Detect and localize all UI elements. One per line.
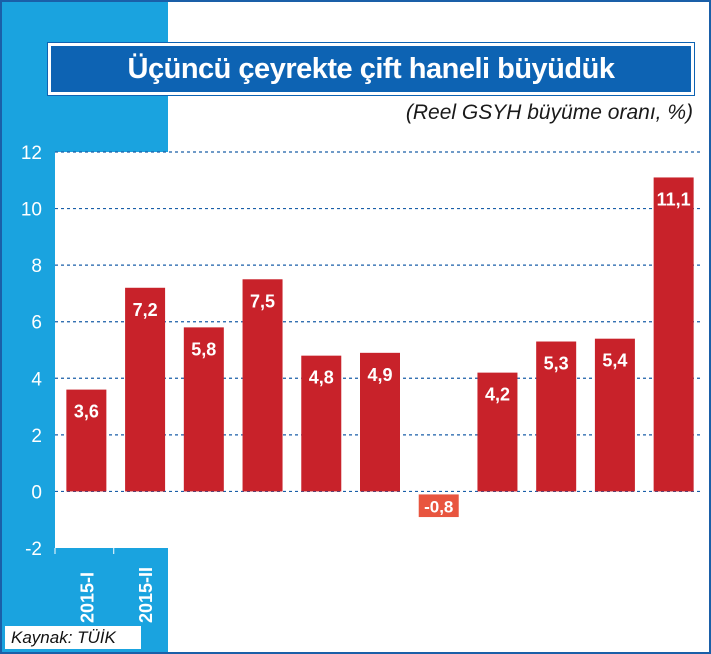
source-note-box: Kaynak: TÜİK bbox=[5, 626, 141, 649]
bar bbox=[183, 327, 224, 492]
chart-title: Üçüncü çeyrekte çift haneli büyüdük bbox=[127, 52, 615, 85]
y-tick-label: 8 bbox=[31, 256, 42, 277]
y-tick-label: 10 bbox=[21, 200, 42, 221]
y-tick-label: 4 bbox=[31, 369, 42, 390]
title-banner: Üçüncü çeyrekte çift haneli büyüdük bbox=[48, 43, 694, 95]
x-tick-label: 2015-I bbox=[77, 572, 97, 623]
bar bbox=[653, 177, 694, 492]
bar-value-label: 5,4 bbox=[602, 351, 627, 371]
bar bbox=[594, 338, 635, 492]
bar-value-label: -0,8 bbox=[424, 497, 453, 516]
x-tick-label: 2015-III bbox=[195, 562, 215, 623]
x-tick-label: 2016-IV bbox=[488, 560, 508, 623]
bar bbox=[301, 355, 342, 492]
bar-value-label: 5,3 bbox=[544, 354, 569, 374]
bar bbox=[418, 494, 459, 518]
x-tick-label: 2017-II bbox=[606, 567, 626, 623]
y-tick-label: 0 bbox=[31, 482, 42, 503]
bar bbox=[536, 341, 577, 492]
bar bbox=[66, 389, 107, 492]
x-tick-label: 2016-II bbox=[371, 567, 391, 623]
x-tick-label: 2015-II bbox=[136, 567, 156, 623]
bar bbox=[242, 279, 283, 492]
bar-value-label: 5,8 bbox=[191, 339, 216, 359]
y-tick-label: 12 bbox=[21, 143, 42, 164]
y-tick-label: -2 bbox=[25, 539, 42, 560]
y-tick-label: 6 bbox=[31, 313, 42, 334]
bar-value-label: 4,9 bbox=[367, 365, 392, 385]
x-tick-label: 2017-I bbox=[547, 572, 567, 623]
bar-value-label: 7,2 bbox=[133, 300, 158, 320]
bar-value-label: 11,1 bbox=[657, 189, 691, 209]
bar-value-label: 4,8 bbox=[309, 368, 334, 388]
x-tick-label: 2016-III bbox=[430, 562, 450, 623]
bar-value-label: 7,5 bbox=[250, 291, 275, 311]
source-note: Kaynak: TÜİK bbox=[11, 627, 116, 647]
bar bbox=[360, 352, 400, 492]
bar bbox=[125, 287, 166, 492]
bar-value-label: 3,6 bbox=[74, 402, 99, 422]
bar bbox=[477, 372, 518, 492]
x-tick-label: 2015-IV bbox=[254, 560, 274, 623]
chart-subtitle: (Reel GSYH büyüme oranı, %) bbox=[405, 101, 693, 124]
x-tick-label: 2016-I bbox=[312, 572, 332, 623]
y-tick-label: 2 bbox=[31, 426, 42, 447]
x-tick-label: 2017-III bbox=[665, 562, 685, 623]
bar-value-label: 4,2 bbox=[485, 385, 510, 405]
